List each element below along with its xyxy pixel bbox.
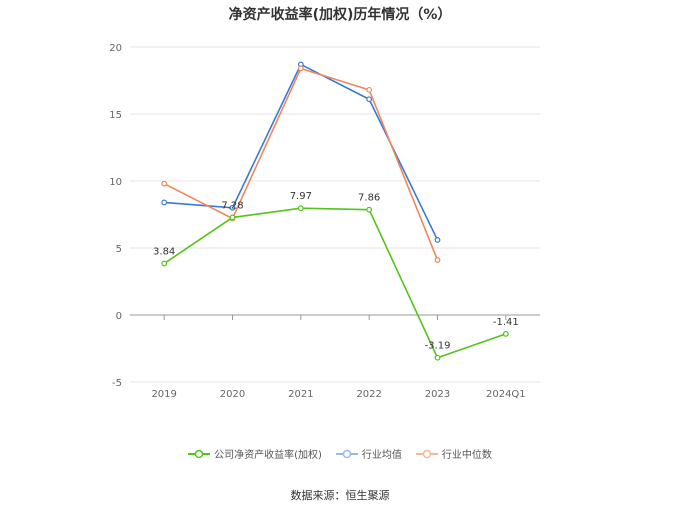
x-tick-label: 2019	[151, 389, 176, 400]
y-tick-label: 0	[116, 311, 122, 322]
legend-item-company[interactable]: 公司净资产收益率(加权)	[188, 446, 322, 461]
legend-item-industry-mean[interactable]: 行业均值	[335, 446, 402, 461]
data-point	[502, 330, 509, 337]
series-line-1	[164, 63, 439, 241]
data-label: -1.41	[493, 317, 519, 328]
x-tick-label: 2021	[288, 389, 313, 400]
legend-marker-company	[188, 449, 211, 458]
series-line-2	[163, 67, 439, 261]
data-labels: 3.84 7.28 7.97 7.86 -3.19 -1.41	[153, 191, 519, 352]
data-label: -3.19	[425, 341, 451, 352]
data-source: 数据来源：恒生聚源	[290, 489, 390, 502]
series-line-0	[163, 207, 507, 359]
x-tick-label: 2020	[220, 389, 245, 400]
x-tick-labels: 2019 2020 2021 2022 2023 2024Q1	[151, 389, 525, 400]
y-tick-label: 20	[109, 43, 122, 54]
y-tick-label: 5	[116, 244, 122, 255]
grid-lines	[130, 46, 540, 383]
data-point	[229, 214, 236, 221]
data-label: 3.84	[153, 247, 175, 258]
data-label: 7.86	[358, 193, 380, 204]
legend: 公司净资产收益率(加权) 行业均值 行业中位数	[0, 446, 680, 461]
y-tick-label: 15	[109, 110, 122, 121]
plot-area: -5 0 5 10 15 20 2019 2020 2021 2022 2023 2024Q1 3.…	[109, 43, 540, 400]
data-point	[434, 237, 441, 243]
data-point	[434, 257, 441, 263]
data-point	[161, 199, 168, 206]
data-point	[229, 204, 236, 211]
data-point	[161, 260, 168, 267]
y-tick-labels: -5 0 5 10 15 20	[109, 43, 122, 389]
chart-title: 净资产收益率(加权)历年情况（%）	[228, 7, 452, 23]
data-point	[297, 65, 304, 72]
series-lines	[161, 61, 509, 361]
data-point	[297, 205, 304, 212]
legend-label-industry-mean: 行业均值	[361, 450, 402, 461]
legend-label-company: 公司净资产收益率(加权)	[214, 450, 322, 461]
legend-marker-industry-median	[415, 449, 438, 458]
data-label: 7.28	[221, 200, 243, 211]
data-point	[366, 96, 373, 103]
x-tick-label: 2023	[425, 389, 450, 400]
legend-item-industry-median[interactable]: 行业中位数	[415, 446, 492, 461]
data-label: 7.97	[290, 191, 312, 202]
x-tick-label: 2022	[356, 389, 381, 400]
legend-marker-industry-mean	[335, 449, 358, 458]
legend-label-industry-median: 行业中位数	[441, 450, 492, 461]
y-tick-label: 10	[109, 177, 122, 188]
data-point	[366, 206, 373, 213]
y-tick-label: -5	[112, 378, 122, 389]
data-point	[161, 180, 168, 187]
data-point	[366, 86, 373, 93]
x-tick-label: 2024Q1	[486, 389, 526, 400]
data-point	[434, 354, 441, 361]
